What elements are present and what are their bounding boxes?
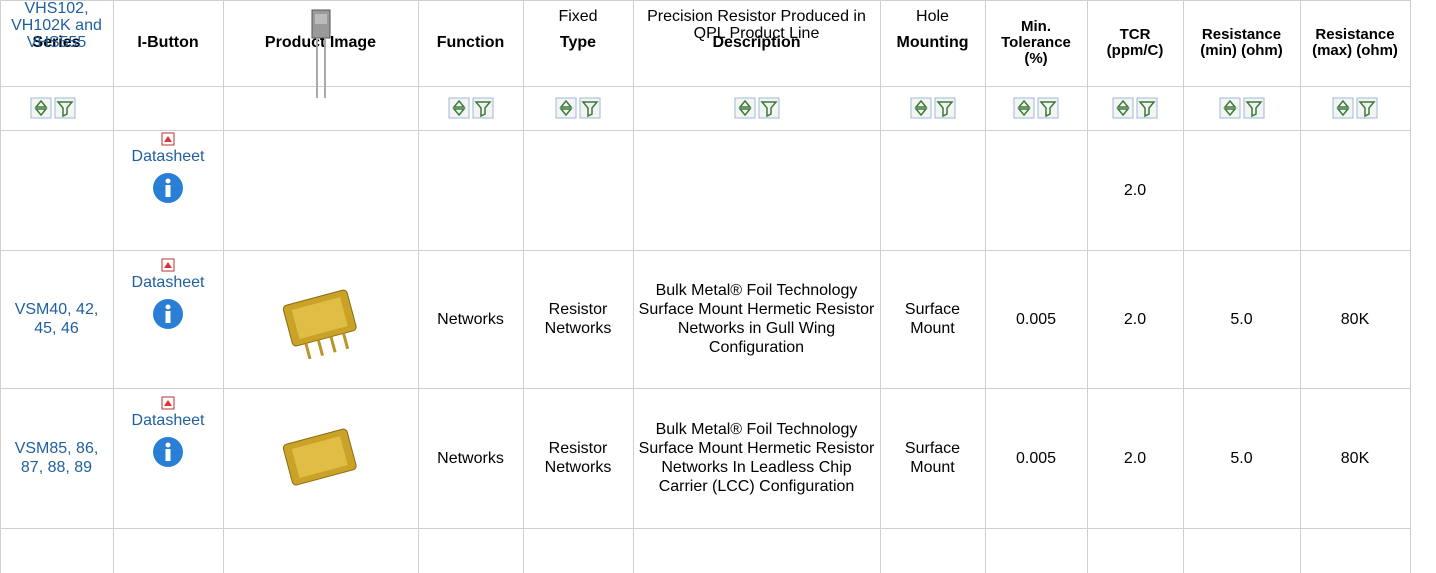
sort-filter-buttons[interactable] [555,96,601,125]
col-border [418,0,419,573]
datasheet-link[interactable]: Datasheet [131,273,205,291]
cell-type: Resistor Networks [544,301,612,337]
cell-mounting: Surface Mount [904,301,961,337]
cell-description: Bulk Metal® Foil Technology Surface Moun… [638,421,875,495]
col-border [1183,0,1184,573]
row-border [0,130,1410,131]
cell-series: VSM85, 86, 87, 88, 89 [14,440,99,476]
row-border [0,250,1410,251]
product-image [265,279,375,364]
cell-tcr: 2.0 [1123,310,1147,328]
info-button[interactable] [152,436,184,473]
row-border [0,86,1410,87]
cell-tcr: 2.0 [1123,449,1147,467]
info-button[interactable] [152,298,184,335]
col-border [633,0,634,573]
cell-rmax: 80K [1340,310,1370,328]
column-header: Min. Tolerance (%) [1001,18,1071,67]
column-header: Function [436,34,505,51]
col-border [985,0,986,573]
cell-tolerance: 0.005 [1015,310,1057,328]
cell-mounting: Surface Mount [904,440,961,476]
sort-filter-buttons[interactable] [1013,96,1059,125]
overflow-cell-text: Fixed [558,8,598,25]
pdf-icon [161,132,175,151]
cell-rmax: 80K [1340,449,1370,467]
info-button[interactable] [152,172,184,209]
product-image [265,418,375,503]
column-header: Resistance (max) (ohm) [1312,26,1398,59]
sort-filter-buttons[interactable] [30,96,76,125]
cell-tcr: 2.0 [1123,181,1147,199]
column-header: Mounting [896,34,969,51]
overflow-cell-text: Precision Resistor Produced in QPL Produ… [647,8,866,42]
col-border [223,0,224,573]
col-border [1410,0,1411,573]
pdf-icon [161,258,175,277]
cell-tolerance: 0.005 [1015,449,1057,467]
col-border [523,0,524,573]
sort-filter-buttons[interactable] [1112,96,1158,125]
cell-function: Networks [437,449,504,467]
sort-filter-buttons[interactable] [1219,96,1265,125]
sort-filter-buttons[interactable] [734,96,780,125]
col-border [880,0,881,573]
column-header: TCR (ppm/C) [1106,26,1164,59]
column-header: Resistance (min) (ohm) [1200,26,1283,59]
column-header: I-Button [137,34,199,51]
column-header: Description [712,34,801,51]
column-header: Type [559,34,597,51]
row-border [0,528,1410,529]
cell-rmin: 5.0 [1230,310,1253,328]
overflow-cell-text: VHS102, VH102K and VHS555 [11,0,102,51]
cell-function: Networks [437,310,504,328]
datasheet-link[interactable]: Datasheet [131,411,205,429]
col-border [1300,0,1301,573]
cell-rmin: 5.0 [1230,449,1253,467]
col-border [113,0,114,573]
col-border [0,0,1,573]
column-header: Product Image [264,34,377,51]
overflow-cell-text: Hole [916,8,949,25]
row-border [0,0,1410,1]
col-border [1087,0,1088,573]
row-border [0,388,1410,389]
sort-filter-buttons[interactable] [910,96,956,125]
sort-filter-buttons[interactable] [1332,96,1378,125]
cell-series: VSM40, 42, 45, 46 [14,301,99,337]
product-image [306,0,336,105]
pdf-icon [161,396,175,415]
sort-filter-buttons[interactable] [448,96,494,125]
cell-type: Resistor Networks [544,440,612,476]
datasheet-link[interactable]: Datasheet [131,147,205,165]
column-header: Series [32,34,81,51]
cell-description: Bulk Metal® Foil Technology Surface Moun… [638,282,875,356]
